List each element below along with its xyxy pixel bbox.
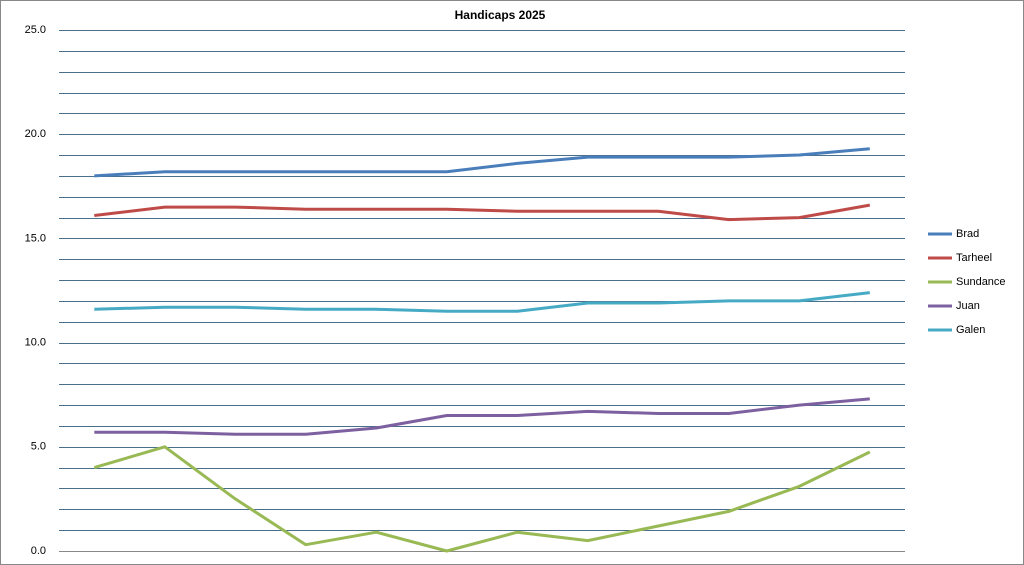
line-series [94, 291, 870, 313]
line-series [94, 397, 870, 436]
legend-label: Galen [956, 324, 985, 336]
legend-label: Tarheel [956, 252, 992, 264]
y-tick-label: 25.0 [25, 24, 46, 36]
line-series [94, 147, 870, 178]
legend-label: Brad [956, 228, 979, 240]
line-series [94, 203, 871, 222]
line-series [93, 445, 871, 553]
y-tick-label: 10.0 [25, 337, 46, 349]
y-tick-label: 20.0 [25, 128, 46, 140]
legend-label: Sundance [956, 276, 1006, 288]
legend-label: Juan [956, 300, 980, 312]
chart-title: Handicaps 2025 [455, 8, 546, 22]
y-tick-label: 0.0 [31, 545, 46, 557]
y-tick-label: 15.0 [25, 232, 46, 244]
y-tick-label: 5.0 [31, 441, 46, 453]
